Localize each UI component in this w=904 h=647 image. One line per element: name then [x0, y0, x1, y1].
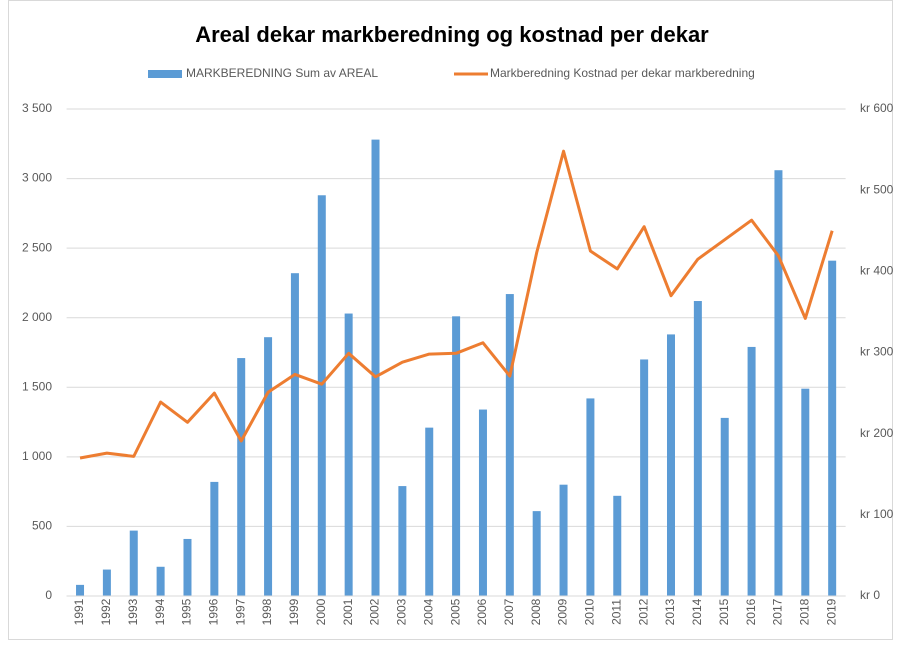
x-tick-label: 2010 [583, 598, 597, 625]
y2-tick-label: kr 500 [860, 182, 894, 196]
x-tick-label: 2012 [636, 598, 650, 625]
bar [505, 294, 514, 596]
bar [747, 346, 756, 596]
bar [693, 301, 702, 596]
x-tick-label: 1991 [72, 598, 86, 625]
x-tick-label: 2015 [717, 598, 731, 625]
x-tick-label: 2003 [395, 598, 409, 625]
x-tick-label: 2009 [556, 598, 570, 625]
bar [720, 417, 729, 596]
y-tick-label: 3 500 [22, 101, 52, 115]
bar [532, 511, 541, 596]
x-tick-label: 1993 [126, 598, 140, 625]
bar [102, 569, 111, 596]
y2-tick-label: kr 300 [860, 345, 894, 359]
y-tick-label: 2 500 [22, 240, 52, 254]
x-tick-label: 2018 [797, 598, 811, 625]
bar [183, 538, 192, 596]
x-tick-label: 1996 [207, 598, 221, 625]
bar [640, 359, 649, 596]
x-tick-label: 1995 [180, 598, 194, 625]
y-tick-label: 3 000 [22, 171, 52, 185]
bar [828, 260, 837, 596]
bar [237, 358, 246, 596]
legend-label: Markberedning Kostnad per dekar markbere… [490, 66, 755, 80]
bar [666, 334, 675, 596]
bar [129, 530, 138, 596]
chart-frame [8, 0, 893, 640]
x-tick-label: 2004 [421, 598, 435, 625]
x-tick-label: 2011 [609, 599, 623, 625]
x-tick-label: 2007 [502, 598, 516, 625]
x-tick-label: 1992 [99, 598, 113, 625]
bar [774, 170, 783, 597]
bar [613, 495, 622, 596]
y-tick-label: 0 [45, 588, 52, 602]
x-tick-label: 2013 [663, 598, 677, 625]
y2-tick-label: kr 600 [860, 101, 894, 115]
y2-tick-label: kr 400 [860, 264, 894, 278]
bar [398, 486, 407, 596]
x-tick-label: 2001 [341, 598, 355, 625]
x-tick-label: 1998 [260, 598, 274, 625]
y-tick-label: 1 000 [22, 449, 52, 463]
x-tick-label: 2017 [771, 598, 785, 625]
bar [425, 427, 434, 596]
chart-title: Areal dekar markberedning og kostnad per… [195, 22, 709, 47]
bar [317, 195, 326, 597]
bar [801, 388, 810, 596]
y-tick-label: 2 000 [22, 310, 52, 324]
x-tick-label: 2019 [824, 598, 838, 625]
x-tick-label: 2008 [529, 598, 543, 625]
bar [290, 273, 299, 596]
legend-label: MARKBEREDNING Sum av AREAL [186, 66, 378, 80]
y2-tick-label: kr 100 [860, 507, 894, 521]
y-tick-label: 500 [32, 519, 52, 533]
bar [264, 337, 273, 596]
bar [76, 584, 85, 596]
bar [586, 398, 595, 596]
bar [210, 481, 219, 596]
bar [371, 139, 380, 596]
x-tick-label: 2014 [690, 598, 704, 625]
x-tick-label: 1994 [153, 598, 167, 625]
y2-tick-label: kr 0 [860, 588, 880, 602]
y-tick-label: 1 500 [22, 379, 52, 393]
bar [156, 566, 165, 596]
x-tick-label: 2002 [368, 598, 382, 625]
x-tick-label: 2016 [744, 598, 758, 625]
x-tick-label: 2006 [475, 598, 489, 625]
bar [452, 316, 461, 596]
x-tick-label: 1997 [233, 598, 247, 625]
line [79, 149, 834, 460]
bar [559, 484, 568, 596]
y2-tick-label: kr 200 [860, 426, 894, 440]
legend-swatch [148, 70, 182, 78]
x-tick-label: 1999 [287, 598, 301, 625]
bar [344, 313, 353, 596]
x-tick-label: 2000 [314, 598, 328, 625]
bar [478, 409, 487, 596]
x-tick-label: 2005 [448, 598, 462, 625]
